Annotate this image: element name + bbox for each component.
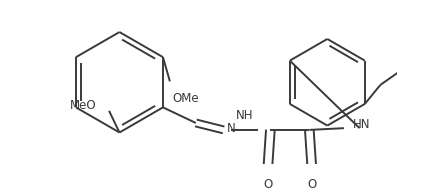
Text: MeO: MeO: [70, 99, 97, 112]
Text: NH: NH: [236, 109, 253, 122]
Text: OMe: OMe: [173, 92, 199, 105]
Text: O: O: [263, 177, 272, 189]
Text: HN: HN: [353, 118, 370, 131]
Text: O: O: [307, 177, 317, 189]
Text: N: N: [227, 122, 236, 135]
